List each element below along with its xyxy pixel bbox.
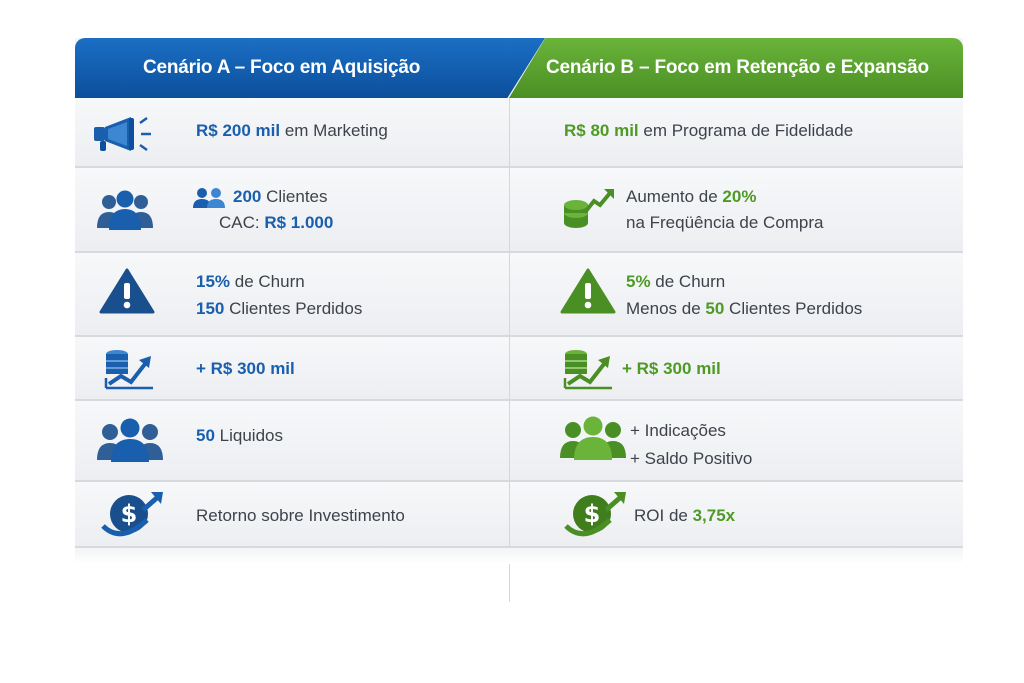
scenario-b-cell: R$ 80 mil em Programa de Fidelidade <box>510 98 963 166</box>
svg-text:$: $ <box>121 500 138 528</box>
scenario-a-header: Cenário A – Foco em Aquisição <box>75 38 545 98</box>
lost-clients-text: 150 Clientes Perdidos <box>196 299 363 318</box>
table-row: R$ 200 mil em Marketing R$ 80 mil em Pro… <box>75 98 963 168</box>
scenario-b-cell: $ ROI de 3,75x <box>510 482 963 546</box>
table-row: 15% de Churn 150 Clientes Perdidos 5% de… <box>75 253 963 337</box>
users-icon <box>560 416 626 460</box>
warning-icon <box>560 268 616 314</box>
positive-balance-text: + Saldo Positivo <box>630 449 753 468</box>
scenario-b-cell: + R$ 300 mil <box>510 337 963 399</box>
table-fade <box>75 548 963 564</box>
scenario-b-cell: + Indicações + Saldo Positivo <box>510 401 963 480</box>
dollar-roi-icon: $ <box>101 492 163 537</box>
scenario-a-cell: $ Retorno sobre Investimento <box>75 482 509 546</box>
users-icon <box>97 190 153 230</box>
table-row: 200 Clientes CAC: R$ 1.000 Aumento de 20… <box>75 168 963 253</box>
table-row: $ Retorno sobre Investimento $ ROI de 3,… <box>75 482 963 548</box>
revenue-chart-icon <box>104 350 153 390</box>
revenue-text: + R$ 300 mil <box>196 359 295 378</box>
small-users-icon <box>193 188 225 208</box>
svg-text:$: $ <box>584 500 601 528</box>
column-divider <box>509 98 510 602</box>
clients-text: 200 Clientes <box>233 187 328 206</box>
lost-clients-text: Menos de 50 Clientes Perdidos <box>626 299 863 318</box>
scenario-b-cell: 5% de Churn Menos de 50 Clientes Perdido… <box>510 253 963 335</box>
scenario-b-header: Cenário B – Foco em Retenção e Expansão <box>509 38 963 98</box>
net-clients-text: 50 Liquidos <box>196 426 283 445</box>
dollar-roi-icon: $ <box>564 492 626 537</box>
frequency-increase-text: Aumento de 20% <box>626 187 757 206</box>
frequency-text: na Freqüência de Compra <box>626 213 824 232</box>
table-row: + R$ 300 mil + R$ 300 mil <box>75 337 963 401</box>
scenario-a-cell: R$ 200 mil em Marketing <box>75 98 509 166</box>
scenario-a-cell: + R$ 300 mil <box>75 337 509 399</box>
fidelity-program-text: R$ 80 mil em Programa de Fidelidade <box>564 121 854 140</box>
scenario-a-cell: 200 Clientes CAC: R$ 1.000 <box>75 168 509 251</box>
roi-value-text: ROI de 3,75x <box>634 506 736 525</box>
churn-text: 5% de Churn <box>626 272 726 291</box>
scenario-a-cell: 50 Liquidos <box>75 401 509 480</box>
marketing-text: R$ 200 mil em Marketing <box>196 121 388 140</box>
table-row: 50 Liquidos + Indicações + Saldo Positiv… <box>75 401 963 482</box>
roi-label-text: Retorno sobre Investimento <box>196 506 405 525</box>
scenario-b-cell: Aumento de 20% na Freqüência de Compra <box>510 168 963 251</box>
coins-growth-icon <box>564 189 614 228</box>
users-icon <box>97 418 163 462</box>
scenario-a-cell: 15% de Churn 150 Clientes Perdidos <box>75 253 509 335</box>
revenue-chart-icon <box>563 350 612 390</box>
churn-text: 15% de Churn <box>196 272 305 291</box>
referrals-text: + Indicações <box>630 421 726 440</box>
revenue-text: + R$ 300 mil <box>622 359 721 378</box>
megaphone-icon <box>94 116 151 152</box>
cac-text: CAC: R$ 1.000 <box>219 213 334 232</box>
comparison-table: Cenário A – Foco em Aquisição Cenário B … <box>75 38 963 602</box>
warning-icon <box>99 268 155 314</box>
